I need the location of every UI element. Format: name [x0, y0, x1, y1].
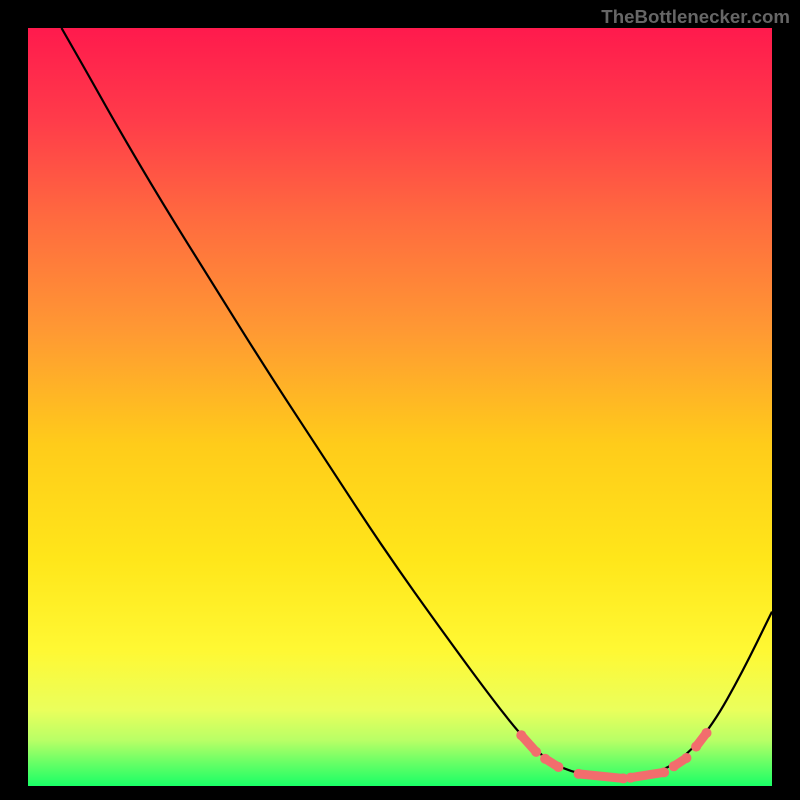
- watermark-text: TheBottlenecker.com: [601, 6, 790, 28]
- overlay-segment: [631, 772, 664, 777]
- data-marker: [516, 730, 526, 740]
- data-marker: [702, 728, 712, 738]
- chart-svg: [28, 28, 772, 786]
- gradient-background: [28, 28, 772, 786]
- data-marker: [531, 747, 541, 757]
- data-marker: [553, 762, 563, 772]
- data-marker: [681, 753, 691, 763]
- plot-area: [28, 28, 772, 786]
- data-marker: [574, 769, 584, 779]
- data-marker: [659, 767, 669, 777]
- overlay-segment: [579, 774, 624, 779]
- data-marker: [691, 742, 701, 752]
- data-marker: [626, 773, 636, 783]
- data-marker: [669, 761, 679, 771]
- data-marker: [540, 754, 550, 764]
